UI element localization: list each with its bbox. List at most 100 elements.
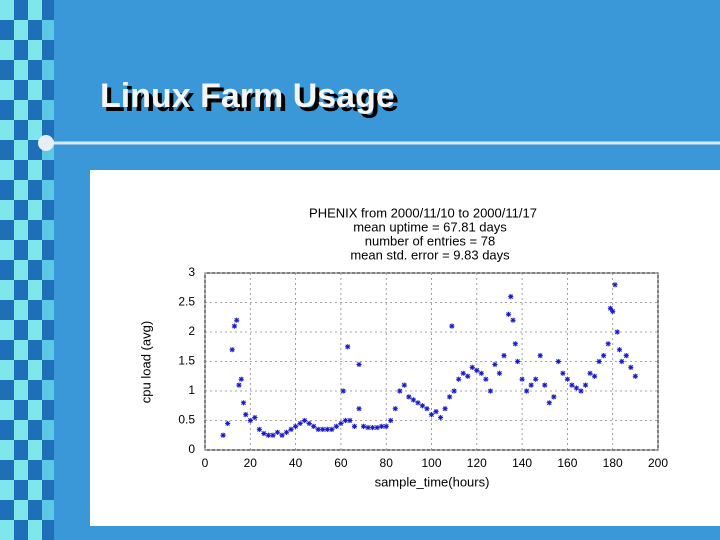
data-point [340, 388, 346, 394]
data-point [601, 353, 607, 359]
data-point [614, 329, 620, 335]
x-tick-label: 200 [648, 456, 668, 470]
data-point [424, 406, 430, 412]
data-point [456, 376, 462, 382]
data-point [236, 382, 242, 388]
data-point [519, 376, 525, 382]
data-point [607, 305, 614, 311]
data-point [596, 358, 602, 365]
data-point [487, 388, 493, 394]
data-point [392, 406, 398, 412]
data-point [510, 317, 516, 323]
data-point [437, 414, 444, 421]
x-tick-label: 140 [512, 456, 532, 470]
data-point [496, 370, 503, 376]
data-point [383, 423, 389, 429]
data-point [415, 400, 421, 406]
data-point [388, 417, 394, 424]
data-point [465, 373, 471, 379]
data-point [306, 420, 312, 427]
data-point [288, 426, 294, 432]
data-point [345, 344, 351, 350]
data-point [610, 308, 616, 314]
data-point [270, 432, 276, 438]
y-tick-label: 1 [188, 383, 195, 397]
data-point [564, 376, 570, 382]
data-point [569, 382, 575, 388]
data-point [347, 417, 353, 424]
data-point [293, 423, 299, 429]
data-point [623, 353, 629, 359]
data-point [401, 382, 407, 388]
data-point [587, 370, 593, 376]
annotation: mean std. error = 9.83 days [350, 247, 510, 262]
data-point [320, 426, 326, 432]
x-tick-label: 120 [467, 456, 487, 470]
annotation: number of entries = 78 [365, 233, 495, 248]
data-point [632, 373, 638, 379]
data-point [442, 406, 448, 412]
data-point [252, 414, 258, 421]
data-point [315, 426, 321, 432]
x-tick-label: 40 [289, 456, 303, 470]
data-point [449, 323, 455, 329]
data-point [302, 417, 308, 424]
data-point [356, 406, 362, 412]
chart-panel [90, 170, 720, 526]
data-point [234, 317, 240, 323]
data-point [419, 403, 426, 409]
x-tick-label: 160 [557, 456, 577, 470]
data-point [342, 417, 349, 424]
data-point [505, 311, 512, 317]
data-point [492, 361, 498, 368]
data-point [555, 358, 561, 365]
data-point [528, 382, 534, 388]
data-point [447, 394, 453, 400]
data-point [469, 364, 475, 370]
data-point [628, 364, 634, 370]
y-tick-label: 2 [188, 324, 195, 338]
data-point [612, 282, 618, 288]
data-point [451, 388, 457, 394]
data-point [582, 382, 589, 388]
data-point [247, 417, 253, 424]
data-point [508, 294, 514, 300]
decor-strip [0, 0, 14, 540]
y-tick-label: 0.5 [178, 413, 195, 427]
x-tick-label: 180 [603, 456, 623, 470]
data-point [410, 397, 416, 403]
data-point [591, 373, 598, 379]
annotation: mean uptime = 67.81 days [353, 219, 507, 234]
data-point [546, 400, 552, 406]
data-point [220, 432, 226, 438]
y-tick-label: 0 [188, 442, 195, 456]
data-point [474, 367, 480, 373]
data-point [365, 424, 371, 431]
data-point [406, 394, 412, 400]
data-point [356, 361, 362, 368]
x-axis-label: sample_time(hours) [375, 474, 490, 489]
data-point [619, 358, 625, 365]
data-point [283, 429, 290, 435]
data-point [229, 347, 235, 353]
data-point [537, 353, 543, 359]
data-point [397, 388, 403, 394]
x-tick-label: 100 [421, 456, 441, 470]
data-point [360, 423, 367, 429]
x-tick-label: 80 [380, 456, 394, 470]
y-tick-label: 1.5 [178, 354, 195, 368]
data-point [542, 382, 548, 388]
data-point [428, 412, 435, 418]
data-point [512, 341, 518, 347]
data-point [225, 420, 231, 427]
data-point [256, 426, 262, 432]
data-point [261, 430, 267, 437]
data-point [231, 323, 238, 329]
data-point [374, 424, 380, 431]
data-point [333, 423, 339, 429]
data-point [573, 385, 580, 391]
data-point [460, 370, 466, 376]
x-tick-label: 20 [244, 456, 258, 470]
